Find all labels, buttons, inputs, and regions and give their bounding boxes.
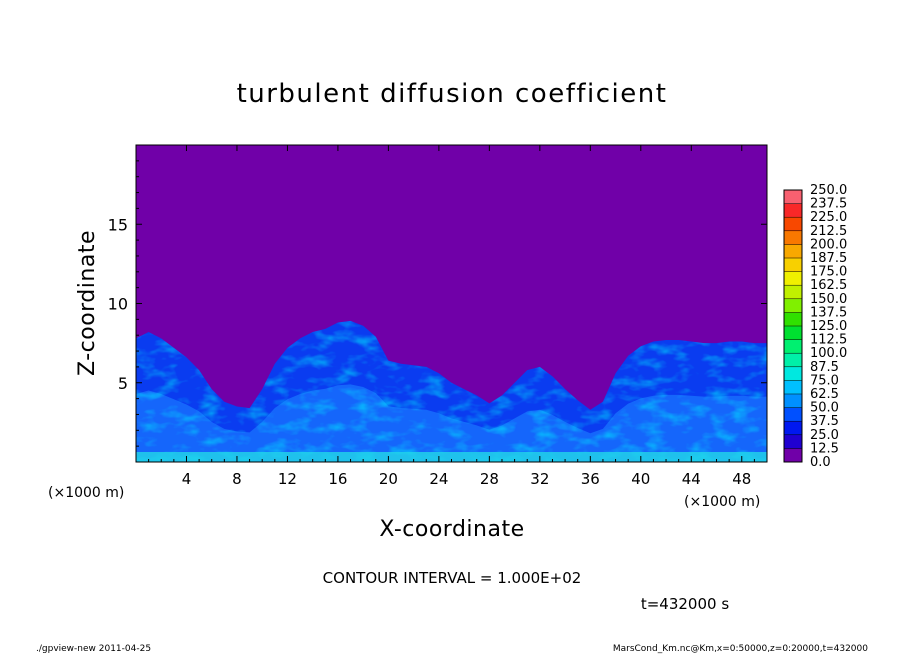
x-tick-label: 8 <box>232 470 242 488</box>
x-tick-label: 28 <box>480 470 499 488</box>
x-tick-label: 16 <box>328 470 347 488</box>
colorbar-swatch <box>784 230 802 245</box>
colorbar-swatch <box>784 394 802 408</box>
y-axis-label: Z-coordinate <box>75 230 100 376</box>
colorbar-label: 75.0 <box>810 373 839 388</box>
colorbar-label: 187.5 <box>810 251 847 266</box>
x-tick-label: 24 <box>429 470 448 488</box>
colorbar-label: 237.5 <box>810 197 847 212</box>
colorbar-label: 250.0 <box>810 183 847 198</box>
colorbar-label: 37.5 <box>810 414 839 429</box>
colorbar-label: 0.0 <box>810 455 831 470</box>
colorbar-swatch <box>784 353 802 368</box>
colorbar-label: 212.5 <box>810 224 847 239</box>
colorbar-swatch <box>784 285 802 300</box>
colorbar-swatch <box>784 326 802 340</box>
colorbar-swatch <box>784 434 802 449</box>
x-tick-label: 36 <box>581 470 600 488</box>
colorbar-label: 112.5 <box>810 333 847 348</box>
colorbar-label: 200.0 <box>810 237 847 252</box>
colorbar-label: 175.0 <box>810 265 847 280</box>
colorbar-label: 12.5 <box>810 441 839 456</box>
colorbar-swatch <box>784 380 802 395</box>
colorbar-label: 225.0 <box>810 210 847 225</box>
x-unit-label-left: (×1000 m) <box>48 485 124 501</box>
colorbar-swatch <box>784 203 802 218</box>
x-unit-label-right: (×1000 m) <box>684 494 760 510</box>
time-note: t=432000 s <box>641 595 729 613</box>
x-tick-label: 48 <box>732 470 751 488</box>
turbulent-layer-texture <box>136 320 767 462</box>
colorbar-swatch <box>784 244 802 259</box>
x-axis: 4 8 12 16 20 24 28 32 36 40 44 48 <box>148 145 755 488</box>
colorbar-swatch <box>784 407 802 422</box>
colorbar-label: 62.5 <box>810 387 839 402</box>
x-tick-label: 20 <box>379 470 398 488</box>
colorbar-swatch <box>784 421 802 436</box>
colorbar-label: 100.0 <box>810 346 847 361</box>
colorbar-swatch <box>784 448 802 463</box>
colorbar: 0.012.525.037.550.062.575.087.5100.0112.… <box>783 183 847 470</box>
colorbar-label: 87.5 <box>810 360 839 375</box>
plot-area <box>136 145 767 462</box>
colorbar-swatch <box>784 339 802 354</box>
x-tick-label: 32 <box>530 470 549 488</box>
x-axis-label: X-coordinate <box>379 517 524 542</box>
y-tick-label: 5 <box>118 374 128 393</box>
colorbar-label: 150.0 <box>810 292 847 307</box>
contour-interval-note: CONTOUR INTERVAL = 1.000E+02 <box>323 569 582 587</box>
colorbar-swatch <box>784 217 802 232</box>
x-tick-label: 12 <box>278 470 297 488</box>
y-tick-label: 10 <box>108 295 128 314</box>
colorbar-label: 125.0 <box>810 319 847 334</box>
colorbar-swatch <box>784 258 802 272</box>
y-tick-label: 15 <box>108 215 128 234</box>
colorbar-swatch <box>784 271 802 286</box>
surface-band <box>136 452 767 462</box>
colorbar-swatch <box>784 366 802 381</box>
colorbar-swatch <box>784 298 802 313</box>
chart-title: turbulent diffusion coefficient <box>237 79 668 109</box>
colorbar-label: 162.5 <box>810 278 847 293</box>
colorbar-swatch <box>784 312 802 327</box>
x-tick-label: 44 <box>682 470 701 488</box>
colorbar-label: 50.0 <box>810 401 839 416</box>
footer-left: ./gpview-new 2011-04-25 <box>36 644 151 654</box>
y-axis: 5 10 15 <box>108 160 767 447</box>
colorbar-label: 25.0 <box>810 428 839 443</box>
colorbar-label: 137.5 <box>810 305 847 320</box>
colorbar-swatch <box>784 190 802 204</box>
footer-right: MarsCond_Km.nc@Km,x=0:50000,z=0:20000,t=… <box>613 644 868 654</box>
x-tick-label: 40 <box>631 470 650 488</box>
x-tick-label: 4 <box>182 470 192 488</box>
